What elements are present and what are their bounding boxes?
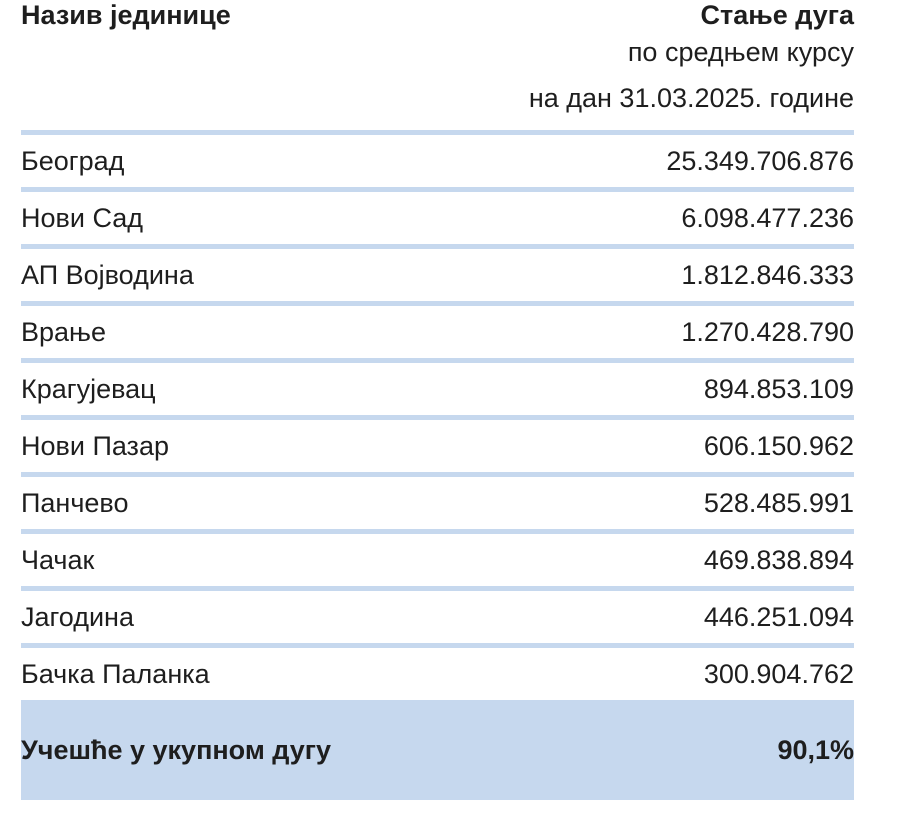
debt-table: Назив јединице Стање дуга по средњем кур… xyxy=(21,0,854,800)
column-header-value-title: Стање дуга xyxy=(700,0,854,30)
row-name: Панчево xyxy=(21,487,129,518)
row-name: АП Војводина xyxy=(21,259,194,290)
column-header-value: Стање дуга по средњем курсу на дан 31.03… xyxy=(529,0,854,120)
table-row: Крагујевац 894.853.109 xyxy=(21,363,854,420)
table-row: Чачак 469.838.894 xyxy=(21,534,854,591)
row-name: Бачка Паланка xyxy=(21,658,210,689)
column-header-value-subtitle: по средњем курсу xyxy=(627,37,854,67)
row-value: 606.150.962 xyxy=(703,430,854,461)
row-value: 25.349.706.876 xyxy=(666,145,854,176)
table-header: Назив јединице Стање дуга по средњем кур… xyxy=(21,0,854,130)
table-row: Јагодина 446.251.094 xyxy=(21,591,854,648)
column-header-value-date: на дан 31.03.2025. године xyxy=(528,83,854,113)
header-separator xyxy=(21,130,854,135)
row-value: 1.812.846.333 xyxy=(681,259,854,290)
total-value: 90,1% xyxy=(777,734,854,765)
row-value: 528.485.991 xyxy=(703,487,854,518)
table-row: Бачка Паланка 300.904.762 xyxy=(21,648,854,700)
row-name: Врање xyxy=(21,316,106,347)
row-value: 446.251.094 xyxy=(703,601,854,632)
table-row: Београд 25.349.706.876 xyxy=(21,135,854,192)
row-name: Нови Сад xyxy=(21,202,144,233)
row-value: 300.904.762 xyxy=(703,658,854,689)
row-name: Нови Пазар xyxy=(21,430,169,461)
row-name: Крагујевац xyxy=(21,373,156,404)
table-row: Нови Сад 6.098.477.236 xyxy=(21,192,854,249)
table-row: Нови Пазар 606.150.962 xyxy=(21,420,854,477)
row-name: Београд xyxy=(21,145,125,176)
row-name: Чачак xyxy=(21,544,95,575)
table-row: Панчево 528.485.991 xyxy=(21,477,854,534)
total-label: Учешће у укупном дугу xyxy=(21,734,332,765)
row-value: 894.853.109 xyxy=(703,373,854,404)
row-value: 1.270.428.790 xyxy=(681,316,854,347)
table-row: Врање 1.270.428.790 xyxy=(21,306,854,363)
row-value: 6.098.477.236 xyxy=(681,202,854,233)
row-value: 469.838.894 xyxy=(703,544,854,575)
row-name: Јагодина xyxy=(21,601,134,632)
total-row: Учешће у укупном дугу 90,1% xyxy=(21,700,854,800)
table-body: Београд 25.349.706.876 Нови Сад 6.098.47… xyxy=(21,135,854,700)
table-row: АП Војводина 1.812.846.333 xyxy=(21,249,854,306)
column-header-name: Назив јединице xyxy=(21,0,231,30)
